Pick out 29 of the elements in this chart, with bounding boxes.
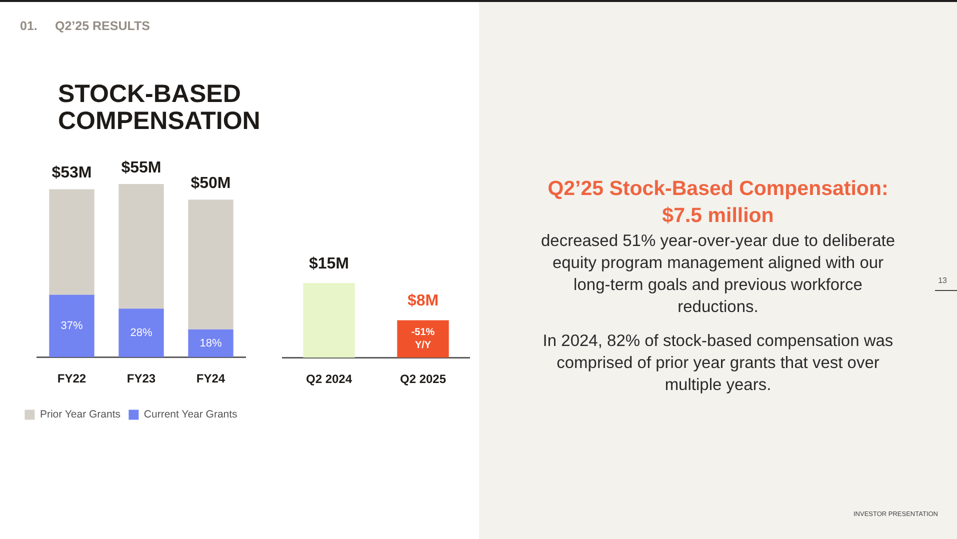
text: 13 [938, 276, 947, 286]
data-label: $8M [407, 292, 439, 310]
text: 01. [20, 19, 38, 33]
bar [118, 184, 164, 309]
x-tick-label: FY23 [126, 372, 156, 386]
annotation: -51% Y/Y [411, 327, 435, 352]
text: $53M [52, 164, 92, 182]
data-label: $15M [308, 255, 350, 272]
x-tick-label: FY24 [196, 372, 226, 386]
bar [49, 294, 94, 358]
legend-label: Prior Year Grants [40, 408, 120, 421]
annotation: 37% [60, 320, 83, 332]
annotation: 18% [200, 337, 222, 350]
x-tick-label: Q2 2024 [306, 372, 352, 386]
annotation: $50M [190, 174, 231, 192]
x-tick-label: Q2 2025 [400, 372, 446, 386]
legend-label: Current Year Grants [144, 408, 238, 421]
bar [118, 308, 164, 358]
text: decreased 51% year-over-year due to deliberate equity program management aligned with our long-term goals and previous workforce reductions. [540, 231, 896, 318]
text: $55M [121, 159, 162, 176]
text: In 2024, 82% of stock-based compensation was comprised of prior year grants that vest over multiple years. [542, 331, 894, 396]
bar [188, 200, 234, 330]
bar [49, 189, 94, 295]
text: Q2’25 Stock-Based Compensation: $7.5 million [546, 176, 890, 229]
annotation: 28% [130, 326, 152, 339]
chart-title: STOCK-BASED COMPENSATION [58, 80, 262, 135]
bar [188, 329, 234, 358]
x-tick-label: FY22 [57, 372, 86, 386]
text: Q2’25 RESULTS [55, 19, 150, 33]
